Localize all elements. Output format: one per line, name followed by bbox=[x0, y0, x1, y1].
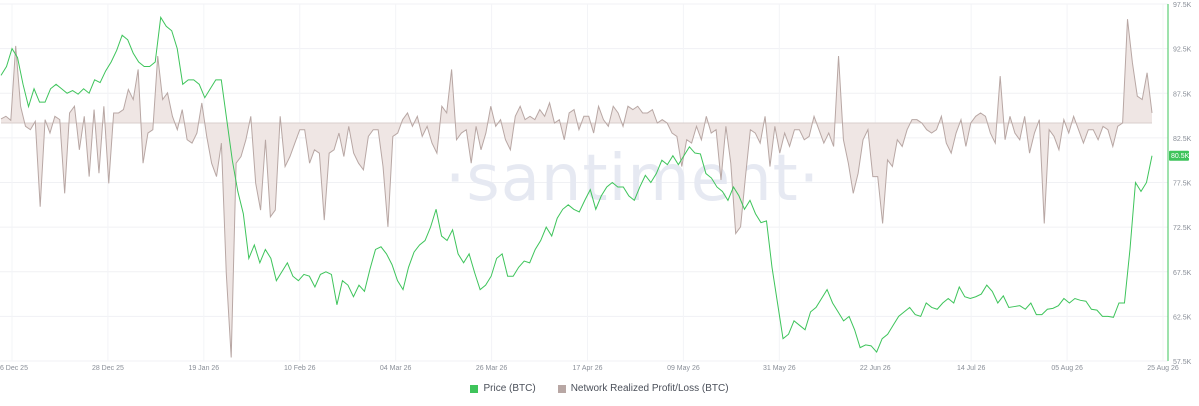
y-tick-label: 97.5K bbox=[1173, 2, 1192, 9]
x-tick-label: 25 Aug 26 bbox=[1147, 365, 1179, 372]
watermark: ·santiment· bbox=[445, 142, 820, 216]
y-tick-label: 72.5K bbox=[1173, 225, 1192, 232]
x-axis-ticks: 06 Dec 25 28 Dec 25 19 Jan 26 10 Feb 26 04 M… bbox=[0, 365, 1179, 372]
y-tick-label: 62.5K bbox=[1173, 314, 1192, 321]
y-tick-label: 92.5K bbox=[1173, 47, 1192, 54]
y-axis-ticks: 97.5K 92.5K 87.5K 82.5K 77.5K 72.5K 67.5K 62.5K… bbox=[1173, 2, 1192, 366]
x-tick-label: 19 Jan 26 bbox=[188, 365, 219, 372]
x-tick-label: 26 Mar 26 bbox=[476, 365, 508, 372]
x-tick-label: 28 Dec 25 bbox=[92, 365, 124, 372]
y-tick-label: 87.5K bbox=[1173, 91, 1192, 98]
legend-item-profit-loss[interactable]: Network Realized Profit/Loss (BTC) bbox=[557, 383, 729, 394]
x-tick-label: 04 Mar 26 bbox=[380, 365, 412, 372]
x-tick-label: 06 Dec 25 bbox=[0, 365, 28, 372]
y-tick-label: 57.5K bbox=[1173, 359, 1192, 366]
legend-swatch-profit-loss bbox=[557, 384, 566, 393]
current-price-badge: 80.5K bbox=[1169, 150, 1190, 161]
legend-label-profit-loss: Network Realized Profit/Loss (BTC) bbox=[570, 383, 729, 394]
legend-label-price: Price (BTC) bbox=[483, 383, 536, 394]
legend-item-price[interactable]: Price (BTC) bbox=[470, 383, 536, 394]
x-tick-label: 10 Feb 26 bbox=[284, 365, 316, 372]
profit-loss-area bbox=[1, 19, 1152, 358]
grid bbox=[0, 3, 1168, 362]
price-series bbox=[0, 15, 1153, 354]
x-tick-label: 09 May 26 bbox=[667, 365, 700, 372]
x-tick-label: 05 Aug 26 bbox=[1051, 365, 1083, 372]
x-tick-label: 17 Apr 26 bbox=[573, 365, 603, 372]
x-tick-label: 22 Jun 26 bbox=[860, 365, 891, 372]
legend-swatch-price bbox=[470, 384, 479, 393]
y-tick-label: 77.5K bbox=[1173, 181, 1192, 188]
y-tick-label: 82.5K bbox=[1173, 136, 1192, 143]
x-tick-label: 14 Jul 26 bbox=[957, 365, 986, 372]
price-line bbox=[0, 15, 1153, 354]
profit-loss-line bbox=[0, 19, 1153, 358]
current-price-label: 80.5K bbox=[1171, 153, 1190, 160]
profit-loss-series bbox=[0, 19, 1153, 358]
x-tick-label: 31 May 26 bbox=[763, 365, 796, 372]
legend: Price (BTC) Network Realized Profit/Loss… bbox=[0, 383, 1199, 394]
y-tick-label: 67.5K bbox=[1173, 270, 1192, 277]
